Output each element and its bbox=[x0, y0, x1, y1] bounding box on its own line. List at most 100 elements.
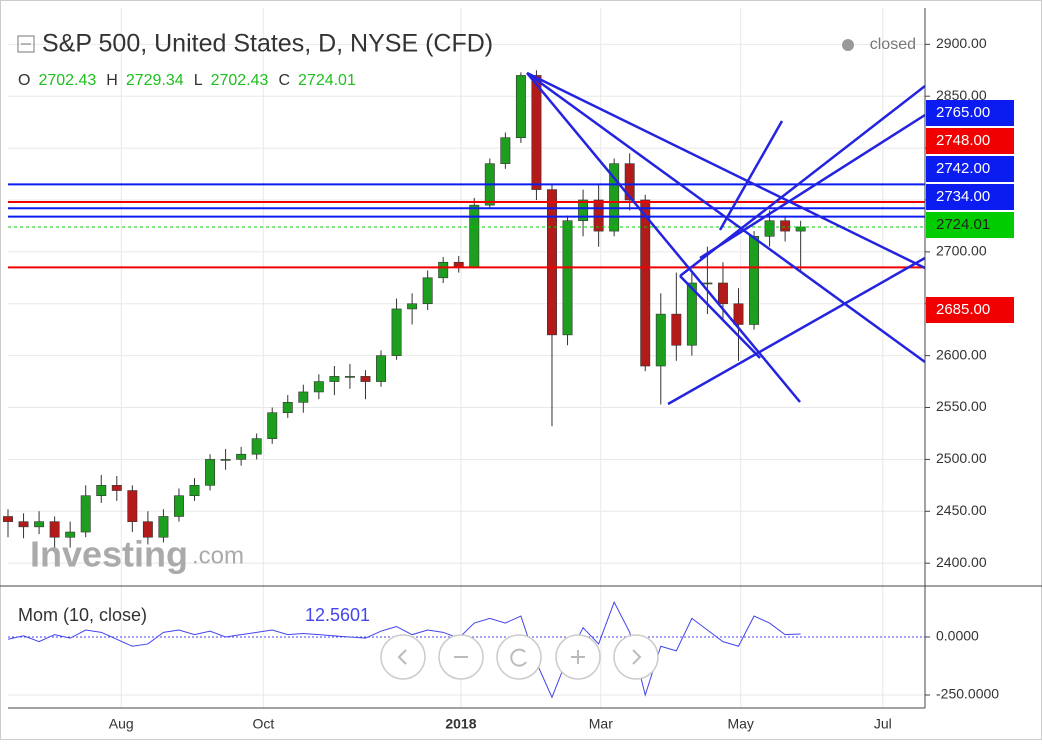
last-price-label: 2724.01 bbox=[936, 216, 990, 233]
indicator-title: Mom (10, close) bbox=[18, 605, 147, 625]
candle-body bbox=[329, 376, 340, 382]
price-label-box bbox=[926, 297, 1014, 323]
x-tick-label: Jul bbox=[874, 716, 892, 732]
y-tick-label: -250.0000 bbox=[936, 686, 999, 702]
candle-body bbox=[655, 313, 666, 367]
candle-body bbox=[438, 261, 449, 279]
candle-body bbox=[158, 516, 169, 538]
x-tick-label: May bbox=[727, 716, 753, 732]
price-label-box bbox=[926, 100, 1014, 126]
indicator-value: 12.5601 bbox=[305, 605, 370, 625]
price-label-box bbox=[926, 128, 1014, 154]
ohlc: O 2702.43 H 2729.34 L 2702.43 C 2724.01 bbox=[18, 72, 356, 89]
market-status: closed bbox=[870, 36, 916, 53]
candle-body bbox=[376, 355, 386, 382]
candle-body bbox=[624, 163, 635, 201]
status-dot bbox=[842, 39, 854, 51]
candle-body bbox=[749, 235, 759, 325]
instrument-title: S&P 500, United States, D, NYSE (CFD) bbox=[42, 30, 493, 58]
candle-body bbox=[515, 75, 526, 139]
price-label: 2765.00 bbox=[936, 104, 990, 121]
price-label-box bbox=[926, 156, 1014, 182]
candle-body bbox=[282, 402, 293, 414]
ohlc-value: 2702.43 bbox=[211, 72, 269, 89]
candle-body bbox=[764, 220, 775, 237]
candle-body bbox=[500, 137, 511, 164]
candle-body bbox=[391, 308, 402, 356]
y-tick-label: 2550.00 bbox=[936, 398, 987, 414]
candle-body bbox=[547, 189, 557, 336]
last-price-box bbox=[926, 212, 1014, 238]
y-tick-label: 2700.00 bbox=[936, 243, 987, 259]
candle-body bbox=[111, 485, 122, 491]
candle-body bbox=[640, 199, 651, 367]
candle-body bbox=[344, 376, 355, 378]
y-tick-label: 2600.00 bbox=[936, 346, 987, 362]
candle-body bbox=[578, 199, 589, 222]
candle-body bbox=[702, 282, 713, 285]
candle-body bbox=[313, 381, 324, 393]
nav-icons bbox=[397, 648, 642, 667]
candle-body bbox=[609, 163, 620, 232]
candle-body bbox=[298, 391, 309, 403]
price-label: 2685.00 bbox=[936, 301, 990, 318]
y-tick-label: 2500.00 bbox=[936, 450, 987, 466]
marks bbox=[3, 70, 925, 699]
x-tick-label: Oct bbox=[252, 716, 274, 732]
candle-body bbox=[267, 412, 278, 439]
watermark: .com bbox=[192, 542, 244, 569]
momentum-line bbox=[7, 600, 801, 699]
candle-body bbox=[96, 485, 107, 497]
price-label: 2742.00 bbox=[936, 160, 990, 177]
candle-body bbox=[593, 199, 604, 232]
collapse-icon[interactable] bbox=[17, 35, 35, 53]
y-tick-label: 2850.00 bbox=[936, 87, 987, 103]
ohlc-key: O bbox=[18, 72, 30, 89]
candle-body bbox=[407, 303, 418, 310]
nav-buttons bbox=[380, 634, 659, 680]
candle-body bbox=[251, 438, 262, 455]
price-label: 2748.00 bbox=[936, 132, 990, 149]
ohlc-key: H bbox=[106, 72, 118, 89]
nav-left[interactable] bbox=[380, 634, 426, 680]
trend-lines bbox=[526, 71, 926, 406]
candle-body bbox=[220, 459, 231, 461]
ohlc-value: 2724.01 bbox=[298, 72, 356, 89]
nav-right[interactable] bbox=[613, 634, 659, 680]
y-tick-label: 0.0000 bbox=[936, 628, 979, 644]
candle-body bbox=[3, 516, 13, 522]
y-tick-label: 2450.00 bbox=[936, 502, 987, 518]
candle-body bbox=[360, 376, 371, 382]
ohlc-value: 2702.43 bbox=[38, 72, 96, 89]
candle-body bbox=[174, 495, 184, 517]
ohlc-value: 2729.34 bbox=[126, 72, 184, 89]
candle-body bbox=[18, 521, 29, 528]
candle-body bbox=[469, 204, 480, 268]
reset[interactable] bbox=[496, 634, 542, 680]
ohlc-key: C bbox=[278, 72, 290, 89]
ohlc-key: L bbox=[194, 72, 203, 89]
candle-body bbox=[733, 303, 744, 325]
y-tick-label: 2400.00 bbox=[936, 554, 987, 570]
candle-body bbox=[671, 313, 682, 346]
candle-body bbox=[422, 277, 433, 305]
candle-body bbox=[717, 282, 728, 305]
price-label-box bbox=[926, 184, 1014, 210]
candle-body bbox=[65, 531, 76, 538]
candle-body bbox=[686, 282, 697, 346]
grid bbox=[8, 8, 925, 708]
candle-body bbox=[531, 75, 542, 190]
candle-body bbox=[127, 490, 138, 522]
candle-body bbox=[562, 220, 573, 336]
candle-body bbox=[80, 495, 91, 533]
candle-body bbox=[780, 220, 791, 232]
y-tick-label: 2900.00 bbox=[936, 35, 987, 51]
x-tick-label: 2018 bbox=[445, 716, 476, 732]
x-tick-label: Mar bbox=[589, 716, 613, 732]
watermark: Investing bbox=[30, 534, 188, 575]
x-tick-label: Aug bbox=[109, 716, 134, 732]
candle-body bbox=[189, 485, 200, 497]
candle-body bbox=[34, 521, 45, 528]
